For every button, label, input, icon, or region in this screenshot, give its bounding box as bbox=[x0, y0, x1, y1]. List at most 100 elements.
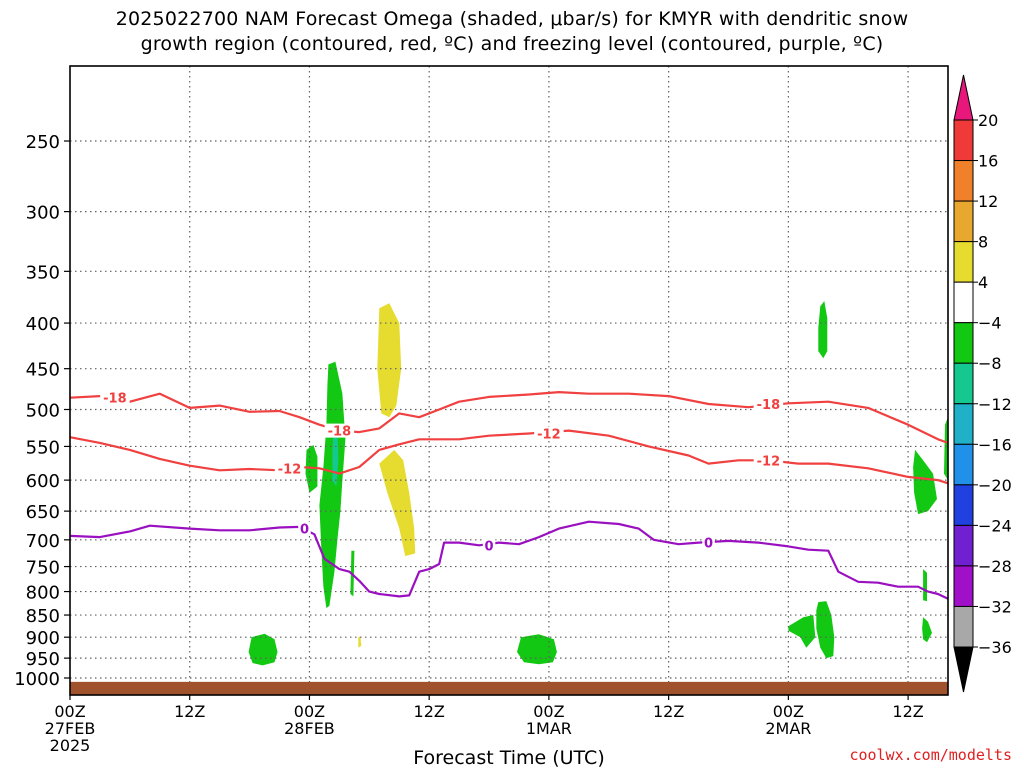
y-tick-label: 950 bbox=[26, 649, 60, 670]
colorbar-label: −24 bbox=[978, 516, 1012, 535]
contour-label: -18 bbox=[757, 398, 781, 413]
terrain-band-fill bbox=[70, 681, 948, 695]
x-axis-title: Forecast Time (UTC) bbox=[413, 747, 604, 768]
contour-label: 0 bbox=[300, 523, 309, 538]
contour-line bbox=[69, 429, 949, 485]
contour-label: 0 bbox=[485, 539, 494, 554]
colorbar-band bbox=[953, 443, 974, 486]
x-tick-label: 00Z bbox=[294, 702, 325, 721]
contour-label-bg bbox=[534, 426, 564, 441]
colorbar-band bbox=[953, 362, 974, 405]
terrain-band bbox=[70, 681, 948, 695]
contour-label-bg bbox=[274, 461, 305, 476]
colorbar-band bbox=[953, 605, 974, 648]
contour-label: -12 bbox=[757, 454, 781, 469]
contour-label-bg bbox=[702, 535, 715, 550]
y-tick-label: 800 bbox=[26, 583, 60, 604]
colorbar-band bbox=[953, 160, 974, 202]
grid-lines bbox=[70, 66, 948, 695]
colorbar-label: −16 bbox=[978, 435, 1012, 454]
chart-title-line-2: growth region (contoured, red, ºC) and f… bbox=[140, 33, 884, 55]
omega-region bbox=[377, 303, 402, 418]
omega-region bbox=[913, 449, 937, 515]
colorbar-label: −12 bbox=[978, 395, 1012, 414]
colorbar-label: 8 bbox=[978, 233, 988, 252]
x-tick-label: 12Z bbox=[414, 702, 445, 721]
omega-region bbox=[248, 633, 278, 666]
omega-region bbox=[319, 361, 346, 609]
chart-title-line-1: 2025022700 NAM Forecast Omega (shaded, μ… bbox=[115, 8, 909, 30]
colorbar-label: −8 bbox=[978, 354, 1002, 373]
colorbar-label: −4 bbox=[978, 314, 1002, 333]
contour-label: -12 bbox=[278, 462, 302, 477]
x-tick-label: 00Z bbox=[533, 702, 564, 721]
contour-label-bg bbox=[753, 397, 784, 412]
y-tick-label: 600 bbox=[26, 471, 60, 492]
y-tick-label: 500 bbox=[26, 401, 60, 422]
colorbar-band bbox=[953, 281, 974, 324]
contour-label-bg bbox=[100, 390, 130, 405]
contour-label: -12 bbox=[537, 428, 561, 443]
omega-region bbox=[788, 615, 816, 648]
x-tick-label: 12Z bbox=[653, 702, 684, 721]
y-tick-label: 300 bbox=[26, 203, 60, 224]
colorbar-band bbox=[953, 403, 974, 445]
colorbar: 20 16 12 8 4 −4 −8 −12 −16 −20 −24 −28 −32 −36 bbox=[953, 74, 1012, 693]
y-tick-label: 900 bbox=[26, 628, 60, 649]
contour-line bbox=[69, 391, 949, 444]
colorbar-label: −36 bbox=[978, 638, 1012, 657]
contour-label: 0 bbox=[704, 537, 713, 552]
omega-region bbox=[816, 601, 835, 659]
x-tick-label: 00Z bbox=[773, 702, 804, 721]
colorbar-band bbox=[953, 565, 974, 607]
y-tick-label: 550 bbox=[26, 437, 60, 458]
site-credit: coolwx.com/modelts bbox=[849, 746, 1012, 764]
contour-line bbox=[69, 520, 949, 600]
x-tick-label: 27FEB bbox=[45, 719, 96, 738]
y-tick-label: 650 bbox=[26, 502, 60, 523]
x-tick-label: 2025 bbox=[50, 736, 91, 755]
x-tick-label: 12Z bbox=[174, 702, 205, 721]
contour-lines: -18 -18 -18 -12 -12 -12 0 0 0 bbox=[69, 390, 949, 600]
omega-region bbox=[305, 445, 318, 493]
y-tick-label: 700 bbox=[26, 531, 60, 552]
contour-label-bg bbox=[298, 521, 311, 536]
colorbar-label: −32 bbox=[978, 597, 1012, 616]
contour-label: -18 bbox=[328, 425, 352, 440]
omega-region bbox=[922, 617, 932, 643]
y-tick-label: 250 bbox=[26, 132, 60, 153]
colorbar-label: −20 bbox=[978, 476, 1012, 495]
omega-region bbox=[358, 636, 362, 648]
colorbar-band bbox=[953, 524, 974, 567]
y-tick-label: 850 bbox=[26, 606, 60, 627]
colorbar-bottom-arrow bbox=[953, 646, 974, 693]
x-tick-label: 2MAR bbox=[765, 719, 811, 738]
colorbar-label: 20 bbox=[978, 111, 998, 130]
y-tick-label: 450 bbox=[26, 360, 60, 381]
colorbar-label: 12 bbox=[978, 192, 998, 211]
omega-region bbox=[944, 417, 948, 481]
omega-region bbox=[517, 634, 557, 665]
colorbar-band bbox=[953, 119, 974, 162]
colorbar-label: −28 bbox=[978, 557, 1012, 576]
y-tick-label: 350 bbox=[26, 262, 60, 283]
colorbar-band bbox=[953, 241, 974, 283]
colorbar-band bbox=[953, 322, 974, 364]
x-tick-label: 00Z bbox=[54, 702, 85, 721]
colorbar-top-arrow bbox=[953, 74, 974, 121]
colorbar-label: 16 bbox=[978, 152, 998, 171]
contour-label-bg bbox=[324, 423, 355, 438]
x-tick-label: 28FEB bbox=[284, 719, 335, 738]
y-tick-label: 1000 bbox=[14, 669, 60, 690]
omega-region bbox=[379, 449, 416, 557]
x-tick-label: 12Z bbox=[892, 702, 923, 721]
y-tick-label: 400 bbox=[26, 314, 60, 335]
axes: 2503003504004505005506006507007508008509… bbox=[14, 65, 949, 768]
omega-shaded-regions bbox=[248, 301, 948, 666]
omega-region bbox=[818, 301, 828, 359]
colorbar-band bbox=[953, 200, 974, 243]
y-tick-label: 750 bbox=[26, 558, 60, 579]
colorbar-label: 4 bbox=[978, 273, 988, 292]
contour-label: -18 bbox=[103, 392, 127, 407]
omega-region bbox=[923, 569, 927, 602]
